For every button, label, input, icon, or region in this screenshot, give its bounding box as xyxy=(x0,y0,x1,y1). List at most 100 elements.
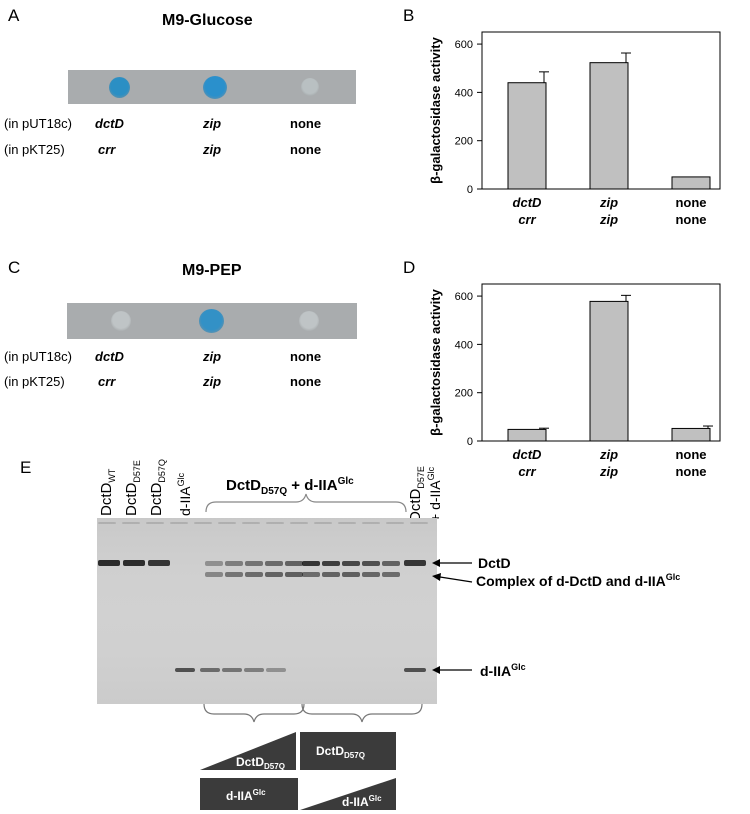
chart-d-ytick-label-0: 0 xyxy=(467,436,473,448)
lane-label-1: DctDWT xyxy=(98,468,117,516)
chart-d-bar-2 xyxy=(671,427,711,442)
gel-band-complex-titration-1 xyxy=(205,572,223,577)
gel-band-complex-titration-9 xyxy=(362,572,380,577)
panel-letter-c: C xyxy=(8,258,21,277)
chart-b-bar-1 xyxy=(589,62,629,190)
plate-strip-c xyxy=(67,303,357,339)
gel-well-12 xyxy=(362,522,380,524)
chart-b-xlabel-1-0: zip xyxy=(599,195,618,210)
panel-letter-e: E xyxy=(20,458,32,477)
gene-c-r2-2: zip xyxy=(203,374,222,389)
gel-shading xyxy=(97,518,437,704)
gene-a-r1-1: dctD xyxy=(95,116,124,131)
chart-b-ytick-label-600: 600 xyxy=(455,39,473,51)
plate-strip-a xyxy=(68,70,356,104)
gel-band-dctd-titration-1 xyxy=(205,561,223,566)
box-left-bottom-label: d-IIAGlc xyxy=(226,788,266,803)
gel-band-complex-titration-10 xyxy=(382,572,400,577)
row2-label-c: (in pKT25) xyxy=(4,374,65,389)
label-iia: d-IIAGlc xyxy=(480,662,526,679)
gel-well-6 xyxy=(218,522,236,524)
gel-well-13 xyxy=(386,522,404,524)
gel-well-7 xyxy=(242,522,260,524)
gel-band-dctd-titration-10 xyxy=(382,561,400,566)
gel-band-complex-titration-4 xyxy=(265,572,283,577)
box-right-bottom-label: d-IIAGlc xyxy=(342,794,382,809)
chart-d-xlabel-2-1: none xyxy=(675,464,706,479)
gel-band-iia-4 xyxy=(244,668,264,672)
gel-band-complex-titration-8 xyxy=(342,572,360,577)
row1-label-c: (in pUT18c) xyxy=(4,349,72,364)
chart-b-ytick-label-400: 400 xyxy=(455,87,473,99)
chart-b-xlabel-2-0: none xyxy=(675,195,706,210)
lane-label-last: DctDD57E xyxy=(407,466,426,522)
gradient-box-left-top xyxy=(200,732,296,770)
gel-well-14 xyxy=(410,522,428,524)
chart-b-xlabel-0-1: crr xyxy=(518,212,536,227)
bottom-brace-left xyxy=(203,703,305,723)
gel-band-complex-titration-3 xyxy=(245,572,263,577)
chart-d-ylabel: β-galactosidase activity xyxy=(428,288,443,435)
gel-band-iia-last-lane xyxy=(404,668,426,672)
gel-well-2 xyxy=(122,522,140,524)
gel-band-iia-3 xyxy=(222,668,242,672)
gene-c-r1-1: dctD xyxy=(95,349,124,364)
row1-label-a: (in pUT18c) xyxy=(4,116,72,131)
box-left-top-label: DctDD57Q xyxy=(236,755,285,771)
chart-d-xlabel-0-1: crr xyxy=(518,464,536,479)
bar-chart-d: 0 200 400 600 β-galactosidase activity dctD cr… xyxy=(428,283,721,479)
lane-label-4: d-IIAGlc xyxy=(176,472,193,516)
chart-b-ytick-label-200: 200 xyxy=(455,136,473,148)
label-complex: Complex of d-DctD and d-IIAGlc xyxy=(476,572,680,589)
box-right-top-label: DctDD57Q xyxy=(316,744,365,760)
svg-text:DctDD57E: DctDD57E xyxy=(407,466,426,522)
chart-d-ytick-label-400: 400 xyxy=(455,339,473,351)
gel-well-1 xyxy=(98,522,116,524)
arrow-dctd xyxy=(432,559,472,567)
lane-label-2: DctDD57E xyxy=(123,460,142,516)
gel-band-dctd-titration-6 xyxy=(302,561,320,566)
gel-well-4 xyxy=(170,522,188,524)
gel-band-iia-2 xyxy=(200,668,220,672)
gel-well-9 xyxy=(290,522,308,524)
gel-well-11 xyxy=(338,522,356,524)
gel-bands xyxy=(98,522,428,672)
solid-box-left-bottom xyxy=(200,778,298,810)
chart-b-ylabel: β-galactosidase activity xyxy=(428,36,443,183)
gel-band-dctd-last-lane xyxy=(404,560,426,566)
chart-d-bar-0 xyxy=(507,428,547,442)
colony-spot-c-2 xyxy=(199,309,224,333)
panel-c-title: M9-PEP xyxy=(182,262,242,279)
gel-band-dctd-titration-7 xyxy=(322,561,340,566)
gel-band-dctd-titration-8 xyxy=(342,561,360,566)
panel-letter-a: A xyxy=(8,6,20,25)
bar-chart-b: 0 200 400 600 β-galactosidase activity dctD cr… xyxy=(428,31,721,227)
chart-b-xlabel-1-1: zip xyxy=(599,212,618,227)
gel-header: DctDD57Q + d-IIAGlc xyxy=(226,476,354,497)
gel-band-dctd-titration-2 xyxy=(225,561,243,566)
colony-spot-c-3 xyxy=(299,311,319,331)
chart-d-ytick-label-200: 200 xyxy=(455,388,473,400)
gel-well-10 xyxy=(314,522,332,524)
gel-well-8 xyxy=(266,522,284,524)
svg-text:+ d-IIAGlc: + d-IIAGlc xyxy=(426,466,443,522)
gel-band-complex-titration-7 xyxy=(322,572,340,577)
lane-label-last-plus: + d-IIAGlc xyxy=(426,466,443,522)
colony-spot-a-3 xyxy=(301,78,319,96)
chart-d-ytick-label-600: 600 xyxy=(455,291,473,303)
gel-well-3 xyxy=(146,522,164,524)
gel-band-dctd-titration-3 xyxy=(245,561,263,566)
gel-band-complex-titration-2 xyxy=(225,572,243,577)
panel-a-title: M9-Glucose xyxy=(162,12,253,29)
top-brace xyxy=(205,493,407,513)
svg-text:d-IIAGlc: d-IIAGlc xyxy=(176,472,193,516)
solid-box-right-top xyxy=(300,732,396,770)
chart-b-xlabel-0-0: dctD xyxy=(513,195,543,210)
chart-d-xlabel-0-0: dctD xyxy=(513,447,543,462)
panel-letter-b: B xyxy=(403,6,415,25)
gel-band-complex-titration-6 xyxy=(302,572,320,577)
arrow-iia xyxy=(432,666,472,674)
chart-b-bar-2 xyxy=(671,176,711,190)
chart-d-xlabel-1-1: zip xyxy=(599,464,618,479)
gel-band-complex-titration-5 xyxy=(285,572,303,577)
